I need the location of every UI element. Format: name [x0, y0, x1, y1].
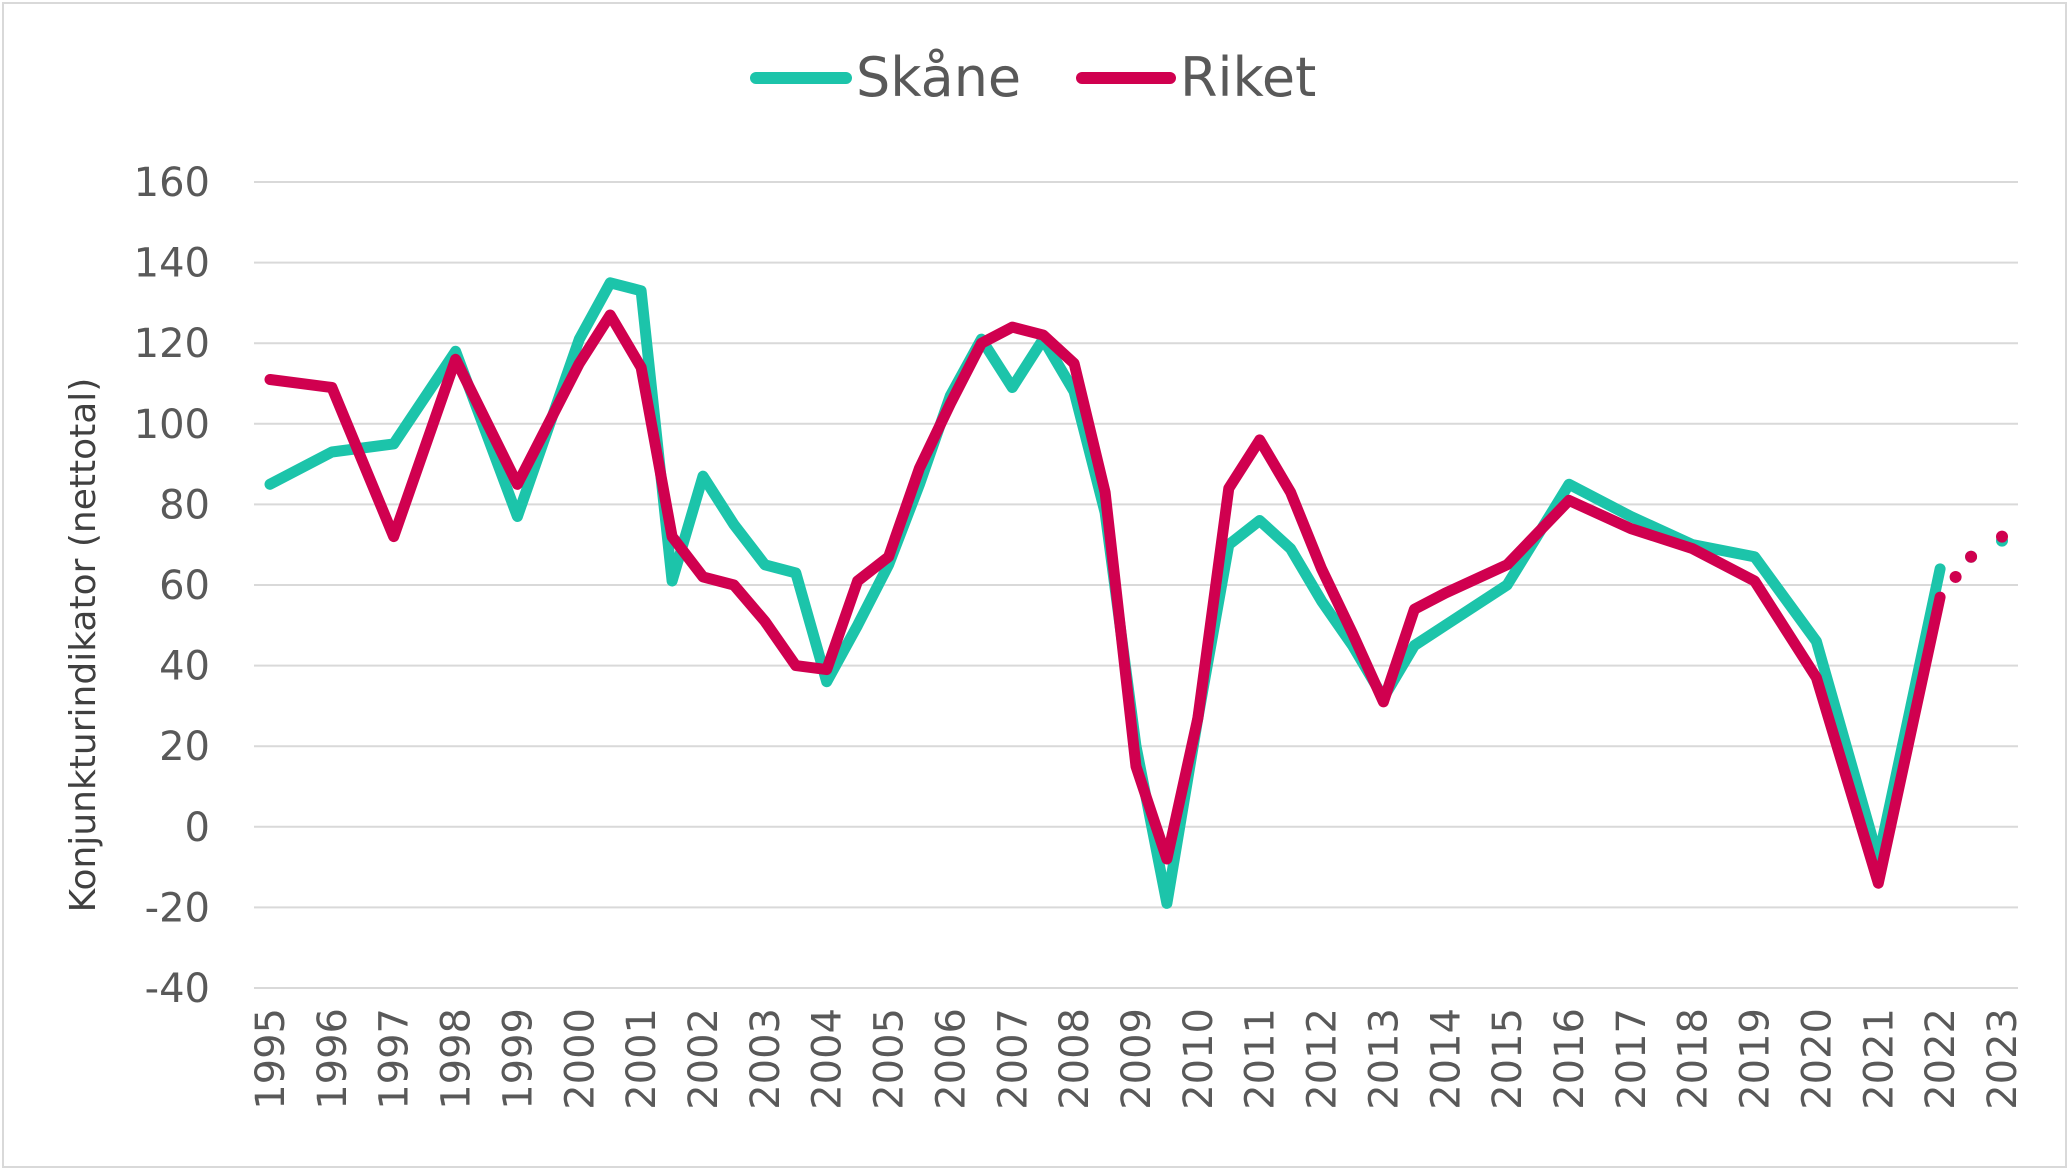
x-tick-label: 2014	[1423, 1008, 1469, 1110]
x-tick-label: 2003	[743, 1008, 789, 1110]
x-tick-label: 2007	[990, 1008, 1036, 1110]
x-tick-label: 2021	[1856, 1008, 1902, 1110]
legend: Skåne Riket	[750, 46, 1316, 109]
x-tick-label: 2023	[1980, 1008, 2026, 1110]
x-tick-label: 2011	[1238, 1008, 1284, 1110]
y-tick-label: 80	[159, 482, 210, 528]
x-tick-label: 1995	[248, 1008, 294, 1110]
x-tick-label: 2004	[805, 1008, 851, 1110]
x-tick-label: 2015	[1485, 1008, 1531, 1110]
x-tick-label: 2013	[1361, 1008, 1407, 1110]
y-axis-label: Konjunkturindikator (nettotal)	[63, 378, 104, 913]
forecast-point	[1949, 570, 1962, 583]
x-tick-label: 2019	[1733, 1008, 1779, 1110]
x-tick-label: 1998	[434, 1008, 480, 1110]
y-axis-ticks: 160 140 120 100 80 60 40 20 0 -20 -40	[134, 160, 210, 1012]
series-lines	[264, 277, 2008, 909]
y-tick-label: 160	[134, 160, 210, 206]
legend-label: Skåne	[856, 46, 1021, 109]
y-tick-label: 140	[134, 241, 210, 287]
y-tick-label: 120	[134, 321, 210, 367]
x-tick-label: 2018	[1671, 1008, 1717, 1110]
y-tick-label: 0	[185, 805, 210, 851]
y-tick-label: -40	[145, 966, 210, 1012]
x-tick-label: 2006	[928, 1008, 974, 1110]
x-tick-label: 1996	[310, 1008, 356, 1110]
x-tick-label: 2008	[1052, 1008, 1098, 1110]
x-tick-label: 2016	[1547, 1008, 1593, 1110]
x-tick-label: 2000	[557, 1008, 603, 1110]
x-axis-ticks: 1995 1996 1997 1998 1999 2000 2001 2002 2003 2004…	[248, 1008, 2026, 1110]
forecast-point	[1996, 530, 2008, 543]
x-tick-label: 2001	[619, 1008, 665, 1110]
x-tick-label: 2010	[1176, 1008, 1222, 1110]
y-tick-label: 100	[134, 402, 210, 448]
x-tick-label: 1997	[372, 1008, 418, 1110]
x-tick-label: 2020	[1794, 1008, 1840, 1110]
x-tick-label: 2012	[1300, 1008, 1346, 1110]
legend-label: Riket	[1180, 46, 1316, 109]
x-tick-label: 2017	[1609, 1008, 1655, 1110]
x-tick-label: 1999	[495, 1008, 541, 1110]
x-tick-label: 2009	[1114, 1008, 1160, 1110]
x-tick-label: 2005	[867, 1008, 913, 1110]
forecast-point	[1965, 550, 1978, 563]
series-line-Riket	[264, 309, 1946, 889]
series-line-Skåne	[264, 277, 1946, 909]
x-tick-label: 2002	[681, 1008, 727, 1110]
y-tick-label: 40	[159, 644, 210, 690]
x-tick-label: 2022	[1918, 1008, 1964, 1110]
y-tick-label: -20	[145, 885, 210, 931]
y-tick-label: 20	[159, 724, 210, 770]
y-tick-label: 60	[159, 563, 210, 609]
gridlines	[254, 181, 2018, 989]
